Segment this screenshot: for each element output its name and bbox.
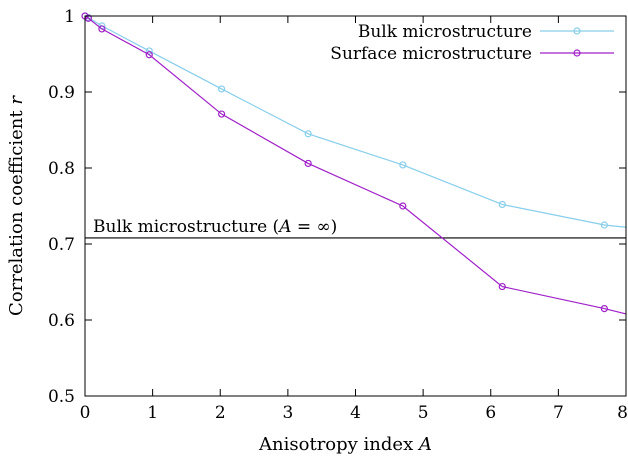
x-axis-title: Anisotropy index A [258,434,432,455]
x-tick-label: 6 [485,403,496,423]
y-tick-label: 0.5 [48,387,75,407]
x-tick-label: 5 [418,403,429,423]
legend-label-1: Bulk microstructure [358,22,532,42]
x-tick-label: 4 [350,403,361,423]
series-2-point [498,282,506,291]
series-2-point [98,25,106,33]
series-1-point [600,221,608,229]
legend-marker-1 [573,27,581,35]
legend-label-2: Surface microstructure [330,44,532,64]
y-tick-label: 0.6 [48,311,75,331]
reference-line-label: Bulk microstructure (A = ∞) [93,217,337,237]
x-tick-label: 7 [553,403,564,423]
series-2-point [145,51,153,59]
series-1-point [399,161,407,169]
y-tick-label: 1 [64,7,75,27]
series-1-point [218,85,226,93]
series-line-1 [84,15,627,228]
y-tick-label: 0.7 [48,235,75,255]
series-2-point [304,159,312,168]
axes: 0 1 2 3 4 5 6 7 8 0.5 0.6 0.7 0.8 0.9 1 Anisotropy inde… [6,7,628,455]
y-tick-label: 0.9 [48,83,75,103]
series-1-point [498,200,506,209]
legend-marker-2 [573,49,581,57]
series-2-point [600,305,608,313]
x-tick-label: 8 [617,403,628,423]
y-axis-title: Correlation coefficient r [6,95,27,316]
series-1-point [304,130,312,138]
plot-area: Bulk microstructure (A = ∞) [81,12,627,315]
x-tick-label: 3 [282,403,293,423]
x-tick-label: 2 [215,403,226,423]
series-line-2 [84,15,627,315]
y-tick-label: 0.8 [48,159,75,179]
series-1-point [145,47,153,55]
x-tick-label: 1 [147,403,158,423]
series-2-point [218,110,226,118]
x-tick-label: 0 [80,403,91,423]
series-2-point [399,202,407,210]
